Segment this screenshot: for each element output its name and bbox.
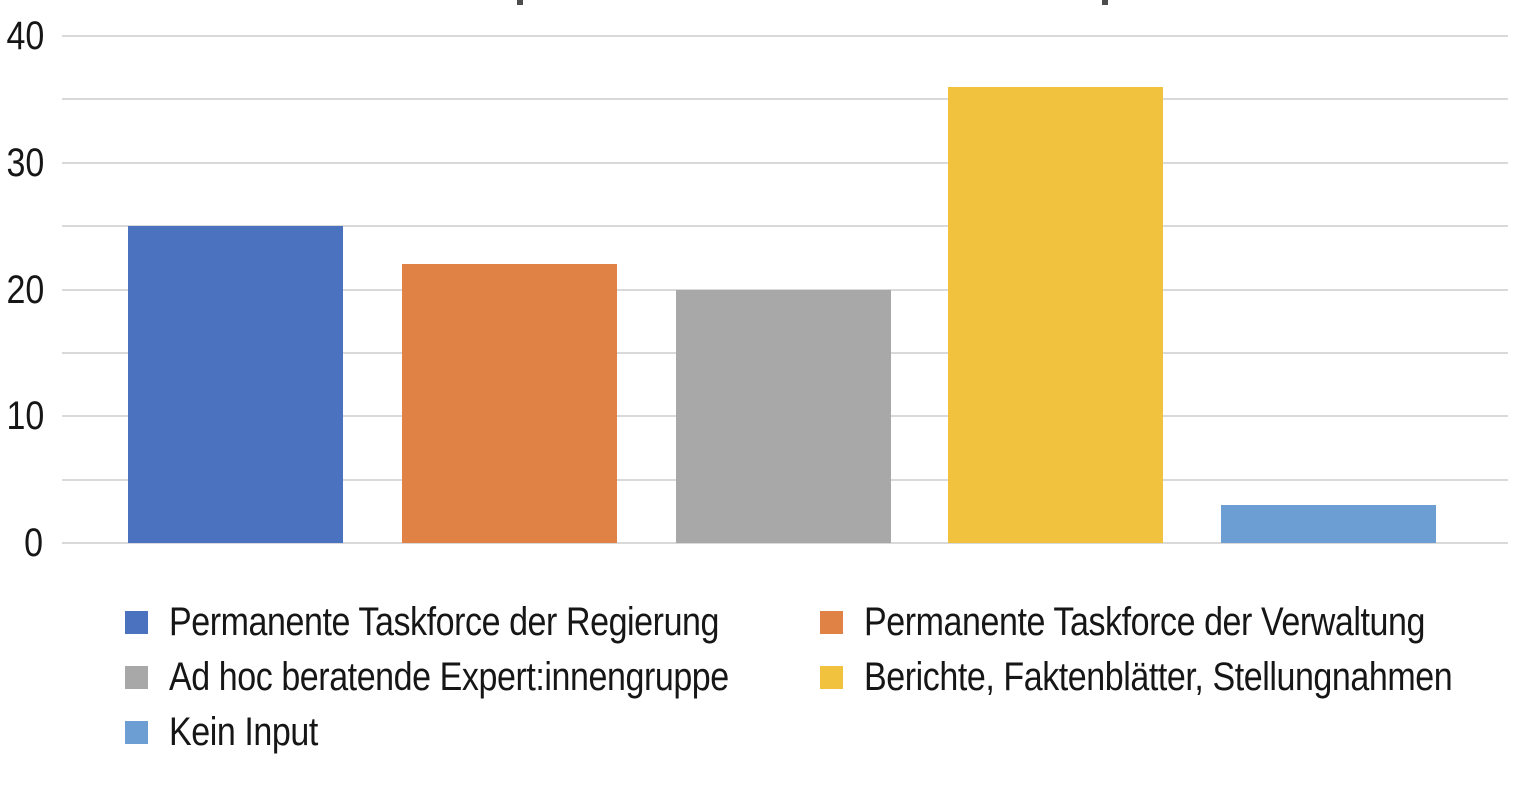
cropped-title-fragment-left: [517, 0, 523, 5]
legend-item-1: Permanente Taskforce der Verwaltung: [820, 598, 1530, 646]
gridline-30: [62, 161, 1508, 164]
gridline-35: [62, 98, 1508, 101]
legend-swatch-icon: [820, 665, 843, 689]
bar-4: [1221, 504, 1436, 543]
y-tick-label-30: 30: [6, 140, 45, 185]
legend-label: Kein Input: [169, 709, 318, 754]
cropped-title-fragment-right: [1102, 0, 1108, 5]
legend-item-2: Ad hoc beratende Expert:innengruppe: [125, 653, 820, 701]
y-tick-label-20: 20: [6, 267, 45, 312]
legend-label: Ad hoc beratende Expert:innengruppe: [169, 654, 729, 699]
y-tick-label-40: 40: [6, 14, 45, 58]
legend-swatch-icon: [820, 610, 843, 634]
bar-3: [948, 86, 1163, 543]
bar-1: [402, 264, 617, 543]
y-tick-label-10: 10: [6, 394, 45, 439]
legend-swatch-icon: [125, 665, 148, 689]
y-tick-label-0: 0: [24, 521, 43, 565]
legend-item-4: Kein Input: [125, 708, 820, 756]
legend-swatch-icon: [125, 610, 148, 634]
gridline-25: [62, 225, 1508, 228]
legend-item-0: Permanente Taskforce der Regierung: [125, 598, 820, 646]
gridline-0: [62, 542, 1508, 544]
legend-label: Permanente Taskforce der Regierung: [169, 599, 720, 644]
legend-item-3: Berichte, Faktenblätter, Stellungnahmen: [820, 653, 1530, 701]
bar-0: [128, 226, 343, 543]
legend-label: Berichte, Faktenblätter, Stellungnahmen: [864, 654, 1453, 699]
gridline-40: [62, 35, 1508, 37]
legend-label: Permanente Taskforce der Verwaltung: [864, 599, 1425, 644]
legend-swatch-icon: [125, 720, 148, 744]
legend: Permanente Taskforce der Regierung Perman…: [125, 598, 1530, 756]
bar-2: [676, 289, 891, 543]
